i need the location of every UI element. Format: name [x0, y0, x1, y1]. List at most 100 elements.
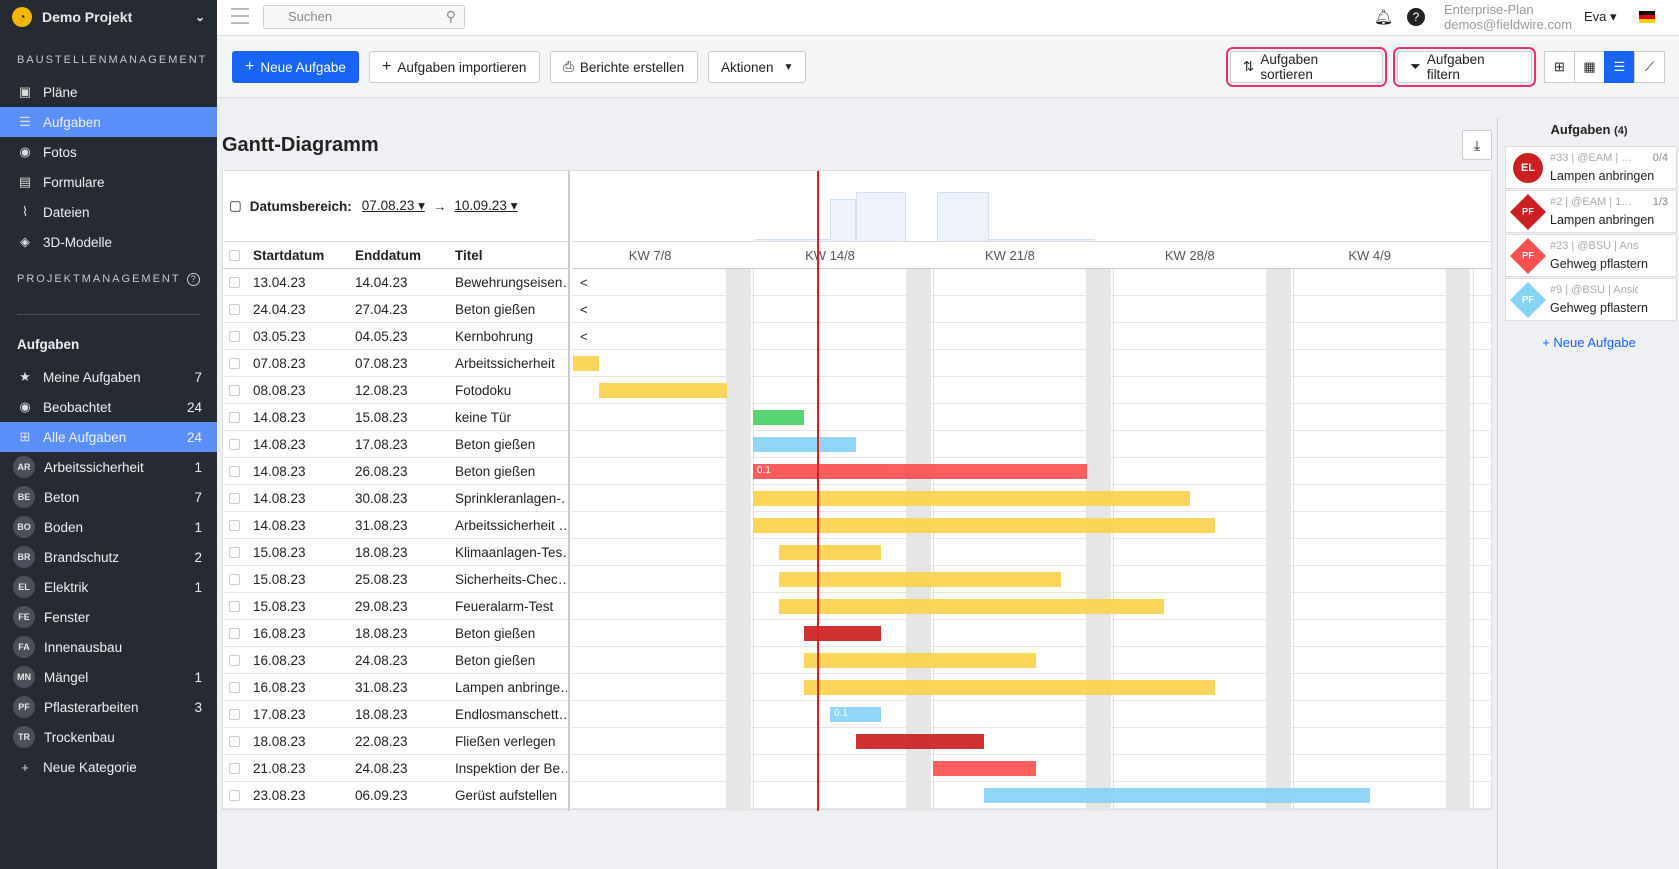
category-item[interactable]: BO Boden 1 [0, 512, 217, 542]
table-row[interactable]: 15.08.23 29.08.23 Feueralarm-Test [223, 593, 568, 620]
category-item[interactable]: TR Trockenbau [0, 722, 217, 752]
task-filter-item[interactable]: ⊞ Alle Aufgaben 24 [0, 422, 217, 452]
date-from-picker[interactable]: 07.08.23 ▾ [361, 198, 425, 213]
sidebar-item-2[interactable]: ◉ Fotos [0, 137, 217, 167]
project-switcher[interactable]: ◔ Demo Projekt ⌄ [0, 0, 217, 34]
task-filter-item[interactable]: ◉ Beobachtet 24 [0, 392, 217, 422]
table-row[interactable]: 17.08.23 18.08.23 Endlosmanschett… [223, 701, 568, 728]
row-checkbox[interactable] [229, 709, 240, 720]
sidebar-item-0[interactable]: ▣ Pläne [0, 77, 217, 107]
category-item[interactable]: BR Brandschutz 2 [0, 542, 217, 572]
search-input[interactable]: Suchen ⚲ [263, 5, 465, 29]
category-item[interactable]: AR Arbeitssicherheit 1 [0, 452, 217, 482]
gantt-bar[interactable] [804, 680, 1216, 695]
table-row[interactable]: 13.04.23 14.04.23 Bewehrungseisen… [223, 269, 568, 296]
search-icon[interactable]: ⚲ [445, 8, 456, 24]
gantt-bar[interactable] [932, 761, 1036, 776]
date-to-picker[interactable]: 10.09.23 ▾ [454, 198, 518, 213]
row-checkbox[interactable] [229, 574, 240, 585]
sidebar-item-4[interactable]: ⌇ Dateien [0, 197, 217, 227]
table-row[interactable]: 14.08.23 31.08.23 Arbeitssicherheit … [223, 512, 568, 539]
new-task-button[interactable]: + Neue Aufgabe [232, 51, 359, 83]
row-checkbox[interactable] [229, 466, 240, 477]
gantt-bar[interactable] [752, 491, 1190, 506]
row-checkbox[interactable] [229, 493, 240, 504]
gantt-bar[interactable] [573, 356, 599, 371]
sidebar-item-5[interactable]: ◈ 3D-Modelle [0, 227, 217, 257]
row-checkbox[interactable] [229, 547, 240, 558]
gantt-bar[interactable] [778, 572, 1062, 587]
row-checkbox[interactable] [229, 331, 240, 342]
category-item[interactable]: MN Mängel 1 [0, 662, 217, 692]
menu-icon[interactable] [231, 8, 249, 24]
create-reports-button[interactable]: ⎙ Berichte erstellen [550, 51, 698, 83]
table-row[interactable]: 15.08.23 18.08.23 Klimaanlagen-Tes… [223, 539, 568, 566]
help-circle-icon[interactable]: ? [1407, 8, 1425, 26]
calendar-view-icon[interactable]: ▦ [1574, 51, 1605, 83]
row-checkbox[interactable] [229, 304, 240, 315]
filter-tasks-button[interactable]: ⏷ Aufgaben filtern [1393, 47, 1536, 87]
col-end-header[interactable]: Enddatum [355, 248, 421, 263]
row-checkbox[interactable] [229, 763, 240, 774]
row-checkbox[interactable] [229, 601, 240, 612]
import-tasks-button[interactable]: + Aufgaben importieren [369, 51, 540, 83]
task-card[interactable]: PF #9 | @BSU | Ansicht_NO Gehweg pflastern [1505, 278, 1677, 321]
row-checkbox[interactable] [229, 520, 240, 531]
row-checkbox[interactable] [229, 736, 240, 747]
row-checkbox[interactable] [229, 655, 240, 666]
table-row[interactable]: 24.04.23 27.04.23 Beton gießen [223, 296, 568, 323]
table-row[interactable]: 14.08.23 30.08.23 Sprinkleranlagen-… [223, 485, 568, 512]
row-checkbox[interactable] [229, 277, 240, 288]
sidebar-item-3[interactable]: ▤ Formulare [0, 167, 217, 197]
select-all-checkbox[interactable] [229, 250, 240, 261]
offscreen-indicator[interactable]: < [580, 302, 588, 317]
col-start-header[interactable]: Startdatum [253, 248, 325, 263]
row-checkbox[interactable] [229, 439, 240, 450]
sort-tasks-button[interactable]: ⇅ Aufgaben sortieren [1226, 47, 1387, 87]
sidebar-item-1[interactable]: ☰ Aufgaben [0, 107, 217, 137]
table-row[interactable]: 18.08.23 22.08.23 Fließen verlegen [223, 728, 568, 755]
category-item[interactable]: EL Elektrik 1 [0, 572, 217, 602]
table-row[interactable]: 03.05.23 04.05.23 Kernbohrung [223, 323, 568, 350]
table-row[interactable]: 23.08.23 06.09.23 Gerüst aufstellen [223, 782, 568, 809]
table-row[interactable]: 08.08.23 12.08.23 Fotodoku [223, 377, 568, 404]
gantt-bar[interactable] [598, 383, 728, 398]
category-item[interactable]: BE Beton 7 [0, 482, 217, 512]
table-row[interactable]: 14.08.23 17.08.23 Beton gießen [223, 431, 568, 458]
row-checkbox[interactable] [229, 412, 240, 423]
category-item[interactable]: FE Fenster [0, 602, 217, 632]
row-checkbox[interactable] [229, 790, 240, 801]
actions-dropdown[interactable]: Aktionen ▼ [708, 51, 806, 83]
category-item[interactable]: FA Innenausbau [0, 632, 217, 662]
gantt-bar[interactable] [778, 545, 882, 560]
task-card[interactable]: EL #33 | @EAM | … 0/4 Lampen anbringen [1505, 146, 1677, 189]
grid-view-icon[interactable]: ⊞ [1544, 51, 1575, 83]
new-task-link[interactable]: + Neue Aufgabe [1542, 335, 1636, 350]
table-row[interactable]: 14.08.23 15.08.23 keine Tür [223, 404, 568, 431]
task-card[interactable]: PF #23 | @BSU | Ansicht_… Gehweg pflastern [1505, 234, 1677, 277]
table-row[interactable]: 16.08.23 31.08.23 Lampen anbringe… [223, 674, 568, 701]
download-button[interactable]: ⤓ [1462, 130, 1492, 160]
table-row[interactable]: 21.08.23 24.08.23 Inspektion der Be… [223, 755, 568, 782]
table-row[interactable]: 16.08.23 18.08.23 Beton gießen [223, 620, 568, 647]
offscreen-indicator[interactable]: < [580, 275, 588, 290]
gantt-bar[interactable] [778, 599, 1165, 614]
help-icon[interactable]: ? [186, 272, 200, 286]
table-row[interactable]: 14.08.23 26.08.23 Beton gießen [223, 458, 568, 485]
bell-icon[interactable]: 🔔︎ [1374, 9, 1394, 26]
task-card[interactable]: PF #2 | @EAM | 1… 1/3 Lampen anbringen [1505, 190, 1677, 233]
flag-de-icon[interactable] [1639, 11, 1655, 23]
gantt-view-icon[interactable]: ☰ [1604, 51, 1635, 83]
user-menu[interactable]: Eva ▾ [1584, 9, 1617, 24]
col-title-header[interactable]: Titel [455, 248, 483, 263]
task-filter-item[interactable]: ★ Meine Aufgaben 7 [0, 362, 217, 392]
gantt-bar[interactable] [804, 626, 882, 641]
category-item[interactable]: PF Pflasterarbeiten 3 [0, 692, 217, 722]
gantt-bar[interactable]: 0.1 [830, 707, 882, 722]
row-checkbox[interactable] [229, 385, 240, 396]
new-category-button[interactable]: + Neue Kategorie [0, 752, 217, 782]
row-checkbox[interactable] [229, 682, 240, 693]
chart-view-icon[interactable]: ⟋ [1634, 51, 1665, 83]
gantt-bar[interactable] [752, 518, 1216, 533]
offscreen-indicator[interactable]: < [580, 329, 588, 344]
